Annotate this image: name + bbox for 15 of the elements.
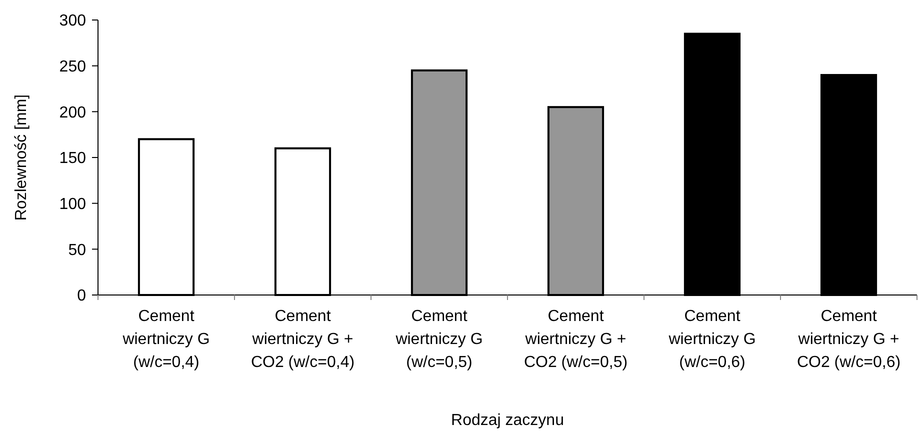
x-tick-label: Cement wiertniczy G + CO2 (w/c=0,4) bbox=[250, 308, 355, 371]
y-tick-label: 50 bbox=[68, 242, 86, 259]
y-tick-label: 0 bbox=[77, 288, 86, 305]
x-tick-label: Cement wiertniczy G (w/c=0,6) bbox=[668, 308, 756, 371]
y-tick-label: 100 bbox=[59, 196, 86, 213]
x-axis-title: Rodzaj zaczynu bbox=[451, 412, 564, 429]
x-tick-label: Cement wiertniczy G + CO2 (w/c=0,5) bbox=[524, 308, 628, 371]
y-tick-label: 300 bbox=[59, 12, 86, 30]
x-tick-label: Cement wiertniczy G (w/c=0,4) bbox=[122, 308, 210, 371]
x-tick-label: Cement wiertniczy G (w/c=0,5) bbox=[394, 308, 483, 371]
y-axis-title: Rozlewność [mm] bbox=[13, 94, 30, 221]
x-tick-label: Cement wiertniczy G + CO2 (w/c=0,6) bbox=[796, 308, 901, 371]
y-tick-label: 250 bbox=[59, 58, 86, 76]
y-tick-label: 200 bbox=[59, 104, 86, 122]
y-tick-label: 150 bbox=[59, 150, 86, 168]
